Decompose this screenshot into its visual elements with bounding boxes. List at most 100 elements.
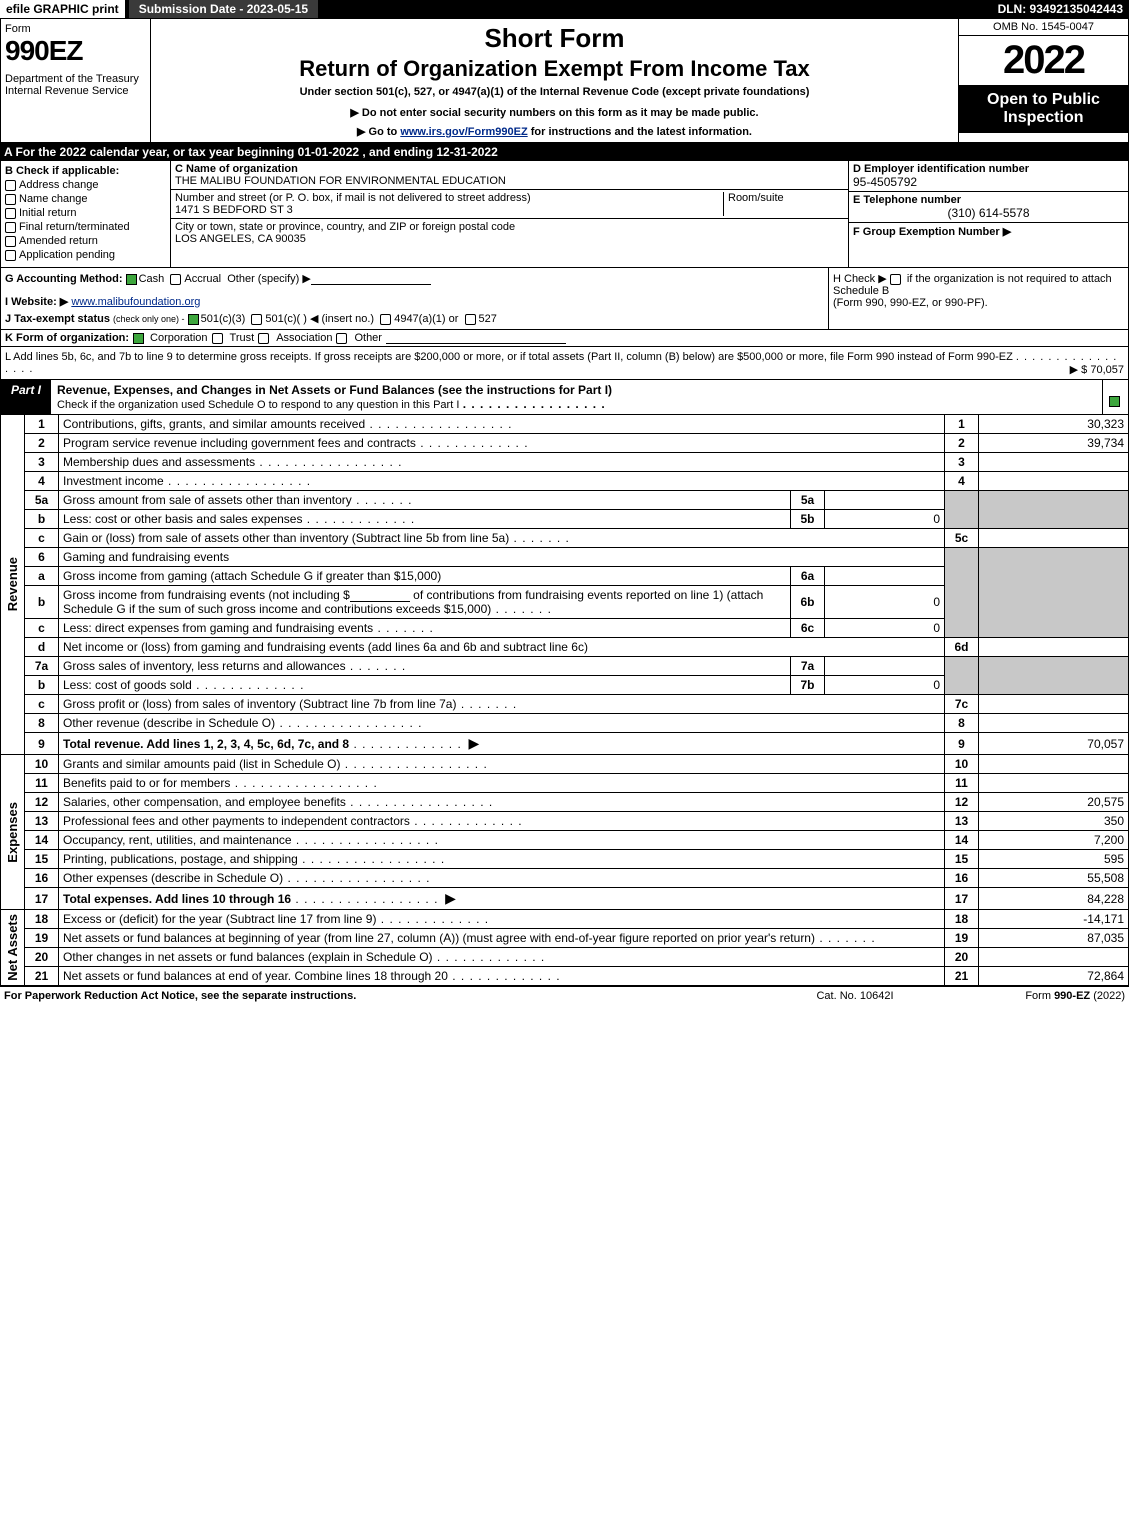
ein-value: 95-4505792 <box>853 175 1124 189</box>
goto-text: ▶ Go to www.irs.gov/Form990EZ for instru… <box>155 125 954 138</box>
form-number: 990EZ <box>5 35 146 67</box>
top-bar: efile GRAPHIC print Submission Date - 20… <box>0 0 1129 18</box>
chk-cash-icon <box>126 274 137 285</box>
room-suite-label: Room/suite <box>724 192 844 216</box>
l-amount: ▶ $ 70,057 <box>1070 363 1124 376</box>
department-label: Department of the Treasury Internal Reve… <box>5 73 146 97</box>
section-bcdef: B Check if applicable: Address change Na… <box>0 161 1129 268</box>
header-mid: Short Form Return of Organization Exempt… <box>151 19 958 142</box>
chk-501c-icon <box>251 314 262 325</box>
part1-table: Revenue 1 Contributions, gifts, grants, … <box>0 415 1129 986</box>
k-trust: Trust <box>230 332 255 344</box>
chk-address-change[interactable]: Address change <box>5 179 166 191</box>
chk-trust-icon <box>212 333 223 344</box>
goto-post: for instructions and the latest informat… <box>528 126 752 138</box>
city-value: LOS ANGELES, CA 90035 <box>175 233 844 245</box>
line-14: 14 Occupancy, rent, utilities, and maint… <box>1 831 1129 850</box>
j-label: J Tax-exempt status <box>5 313 110 325</box>
city-label: City or town, state or province, country… <box>175 221 844 233</box>
line-5a: 5a Gross amount from sale of assets othe… <box>1 491 1129 510</box>
under-section-text: Under section 501(c), 527, or 4947(a)(1)… <box>155 86 954 98</box>
form-header: Form 990EZ Department of the Treasury In… <box>0 18 1129 143</box>
chk-amended-return[interactable]: Amended return <box>5 235 166 247</box>
efile-label: efile GRAPHIC print <box>0 0 125 18</box>
g-cash: Cash <box>139 273 165 285</box>
chk-h-icon <box>890 274 901 285</box>
dots-icon <box>463 397 606 411</box>
h-text3: (Form 990, 990-EZ, or 990-PF). <box>833 297 988 309</box>
expenses-sidebar: Expenses <box>5 802 20 863</box>
chk-527-icon <box>465 314 476 325</box>
line-7a: 7a Gross sales of inventory, less return… <box>1 657 1129 676</box>
line-16: 16 Other expenses (describe in Schedule … <box>1 869 1129 888</box>
line-3: 3 Membership dues and assessments 3 <box>1 453 1129 472</box>
j-4947: 4947(a)(1) or <box>394 313 458 325</box>
part1-tab: Part I <box>1 380 51 414</box>
header-right: OMB No. 1545-0047 2022 Open to Public In… <box>958 19 1128 142</box>
g-other: Other (specify) ▶ <box>227 273 311 285</box>
form-word: Form <box>5 23 146 35</box>
k-label: K Form of organization: <box>5 332 129 344</box>
section-c: C Name of organization THE MALIBU FOUNDA… <box>171 161 848 267</box>
org-name: THE MALIBU FOUNDATION FOR ENVIRONMENTAL … <box>175 175 844 187</box>
netassets-sidebar: Net Assets <box>5 914 20 981</box>
k-other: Other <box>354 332 382 344</box>
b-label: B Check if applicable: <box>5 165 166 177</box>
part1-title: Revenue, Expenses, and Changes in Net As… <box>51 380 1102 414</box>
chk-final-return[interactable]: Final return/terminated <box>5 221 166 233</box>
goto-pre: ▶ Go to <box>357 126 400 138</box>
irs-link[interactable]: www.irs.gov/Form990EZ <box>400 126 527 138</box>
section-g: G Accounting Method: Cash Accrual Other … <box>1 268 828 329</box>
open-to-public: Open to Public Inspection <box>959 85 1128 133</box>
chk-initial-return[interactable]: Initial return <box>5 207 166 219</box>
chk-assoc-icon <box>258 333 269 344</box>
omb-number: OMB No. 1545-0047 <box>959 19 1128 36</box>
footer-catno: Cat. No. 10642I <box>755 990 955 1002</box>
k-other-blank <box>386 332 566 344</box>
e-label: E Telephone number <box>853 194 1124 206</box>
footer-right: Form 990-EZ (2022) <box>955 990 1125 1002</box>
check-icon <box>1109 396 1120 407</box>
part1-checkbox[interactable] <box>1102 380 1128 414</box>
line-5c: c Gain or (loss) from sale of assets oth… <box>1 529 1129 548</box>
part1-sub: Check if the organization used Schedule … <box>57 399 459 411</box>
chk-other-icon <box>336 333 347 344</box>
street-label: Number and street (or P. O. box, if mail… <box>175 192 719 204</box>
section-b: B Check if applicable: Address change Na… <box>1 161 171 267</box>
section-gh: G Accounting Method: Cash Accrual Other … <box>0 268 1129 330</box>
k-corp: Corporation <box>150 332 207 344</box>
chk-accrual-icon <box>170 274 181 285</box>
section-h: H Check ▶ if the organization is not req… <box>828 268 1128 329</box>
line-7c: c Gross profit or (loss) from sales of i… <box>1 695 1129 714</box>
section-l: L Add lines 5b, 6c, and 7b to line 9 to … <box>0 347 1129 380</box>
header-left: Form 990EZ Department of the Treasury In… <box>1 19 151 142</box>
line-9: 9 Total revenue. Add lines 1, 2, 3, 4, 5… <box>1 733 1129 755</box>
tax-year: 2022 <box>959 36 1128 85</box>
phone-value: (310) 614-5578 <box>853 206 1124 220</box>
do-not-enter-text: ▶ Do not enter social security numbers o… <box>155 106 954 119</box>
d-label: D Employer identification number <box>853 163 1124 175</box>
chk-name-change[interactable]: Name change <box>5 193 166 205</box>
chk-application-pending[interactable]: Application pending <box>5 249 166 261</box>
submission-date: Submission Date - 2023-05-15 <box>129 0 318 18</box>
revenue-sidebar: Revenue <box>5 557 20 611</box>
arrow-icon: ▶ <box>445 890 456 906</box>
line-19: 19 Net assets or fund balances at beginn… <box>1 929 1129 948</box>
line-21: 21 Net assets or fund balances at end of… <box>1 967 1129 986</box>
line-15: 15 Printing, publications, postage, and … <box>1 850 1129 869</box>
line-1: Revenue 1 Contributions, gifts, grants, … <box>1 415 1129 434</box>
line-10: Expenses 10 Grants and similar amounts p… <box>1 755 1129 774</box>
section-def: D Employer identification number 95-4505… <box>848 161 1128 267</box>
i-label: I Website: ▶ <box>5 296 68 308</box>
dln-label: DLN: 93492135042443 <box>992 0 1129 18</box>
j-501c3: 501(c)(3) <box>201 313 246 325</box>
return-title: Return of Organization Exempt From Incom… <box>155 56 954 82</box>
line-11: 11 Benefits paid to or for members 11 <box>1 774 1129 793</box>
chk-4947-icon <box>380 314 391 325</box>
g-other-blank <box>311 273 431 285</box>
line-20: 20 Other changes in net assets or fund b… <box>1 948 1129 967</box>
l-text: L Add lines 5b, 6c, and 7b to line 9 to … <box>5 351 1013 363</box>
line-13: 13 Professional fees and other payments … <box>1 812 1129 831</box>
website-link[interactable]: www.malibufoundation.org <box>71 296 200 308</box>
line-12: 12 Salaries, other compensation, and emp… <box>1 793 1129 812</box>
